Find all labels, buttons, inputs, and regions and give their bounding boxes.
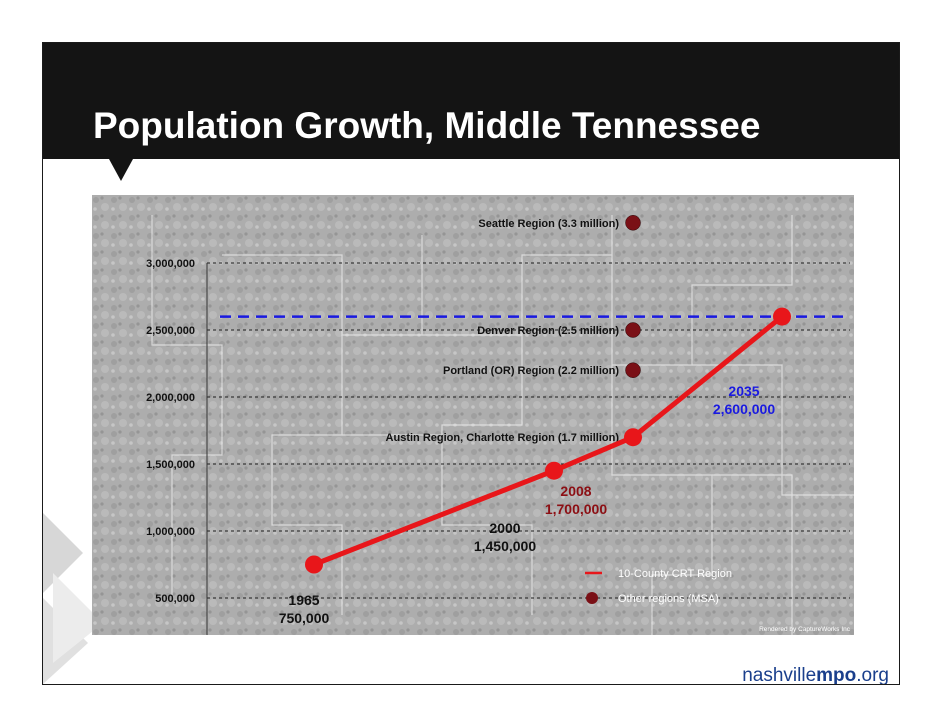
data-label-value: 1,700,000 xyxy=(545,501,607,517)
legend-label-msa: Other regions (MSA) xyxy=(618,593,719,605)
crt-data-point xyxy=(624,428,642,447)
slide-title: Population Growth, Middle Tennessee xyxy=(93,105,761,146)
data-label-year: 2035 xyxy=(728,383,759,399)
population-chart: 3,000,000 2,500,000 2,000,000 1,500,000 1,00… xyxy=(92,195,854,635)
footer-url[interactable]: nashvillempo.org xyxy=(742,665,889,684)
y-tick-label: 3,000,000 xyxy=(146,258,195,270)
y-tick-label: 2,000,000 xyxy=(146,392,195,404)
y-tick-label: 2,500,000 xyxy=(146,325,195,337)
footer-prefix: nashville xyxy=(742,665,817,684)
region-marker xyxy=(625,322,641,338)
title-pointer xyxy=(109,159,133,181)
footer-bold: mpo xyxy=(816,665,857,684)
legend-label-crt: 10-County CRT Region xyxy=(618,568,732,580)
slide: Population Growth, Middle Tennessee xyxy=(42,42,900,685)
corner-decoration xyxy=(43,513,103,684)
title-bar: Population Growth, Middle Tennessee xyxy=(43,43,899,159)
region-label: Seattle Region (3.3 million) xyxy=(478,218,619,230)
data-label-value: 750,000 xyxy=(279,610,330,626)
region-label: Denver Region (2.5 million) xyxy=(477,325,619,337)
map-haze xyxy=(92,195,854,635)
map-background xyxy=(92,195,854,635)
data-label-year: 2008 xyxy=(560,483,591,499)
y-axis-ticks: 3,000,000 2,500,000 2,000,000 1,500,000 1,00… xyxy=(146,258,195,605)
crt-series-points xyxy=(305,307,791,574)
region-marker xyxy=(625,215,641,231)
y-tick-label: 1,500,000 xyxy=(146,459,195,471)
region-marker xyxy=(625,362,641,378)
crt-data-point xyxy=(773,307,791,326)
county-borders xyxy=(151,215,854,635)
footer-suffix: .org xyxy=(856,665,889,684)
y-tick-label: 500,000 xyxy=(155,593,195,605)
data-label-year: 1965 xyxy=(288,592,319,608)
image-credit: Rendered by CaptureWorks Inc xyxy=(759,626,851,633)
legend-dot-symbol xyxy=(586,592,598,604)
chart-legend: 10-County CRT Region Other regions (MSA) xyxy=(585,568,732,605)
crt-data-point xyxy=(305,555,323,574)
data-label-value: 1,450,000 xyxy=(474,538,536,554)
crt-series-line xyxy=(313,314,784,567)
crt-data-point xyxy=(545,461,563,480)
y-tick-label: 1,000,000 xyxy=(146,526,195,538)
data-label-value: 2,600,000 xyxy=(713,401,775,417)
data-label-year: 2000 xyxy=(489,520,520,536)
crt-data-labels: 1965 750,000 2000 1,450,000 2008 1,700,000 203… xyxy=(279,383,776,626)
gridlines xyxy=(207,262,850,599)
region-label: Portland (OR) Region (2.2 million) xyxy=(443,365,619,377)
region-label: Austin Region, Charlotte Region (1.7 mil… xyxy=(386,432,620,444)
